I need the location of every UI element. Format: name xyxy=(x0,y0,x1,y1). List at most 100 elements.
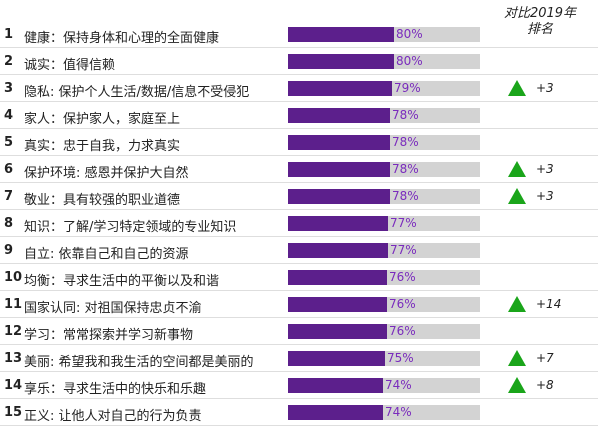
chart-row: 7 敬业：具有较强的职业道德 78% +3 xyxy=(0,183,598,210)
rank-number: 4 xyxy=(4,108,14,123)
up-arrow-icon xyxy=(508,350,526,366)
rank-number: 7 xyxy=(4,189,14,204)
bar-track: 78% xyxy=(288,108,480,123)
rank-number: 3 xyxy=(4,81,14,96)
bar-track: 75% xyxy=(288,351,480,366)
chart-row: 2 诚实：值得信赖 80% xyxy=(0,48,598,75)
category-label: 学习：常常探索并学习新事物 xyxy=(24,328,194,343)
rank-number: 13 xyxy=(4,351,23,366)
chart-row: 4 家人：保护家人，家庭至上 78% xyxy=(0,102,598,129)
chart-row: 13 美丽: 希望我和我生活的空间都是美丽的 75% +7 xyxy=(0,345,598,372)
bar-track: 79% xyxy=(288,81,480,96)
category-label: 真实：忠于自我，力求真实 xyxy=(24,139,181,154)
rank-number: 11 xyxy=(4,297,23,312)
category-label: 美丽: 希望我和我生活的空间都是美丽的 xyxy=(24,355,254,370)
row-divider xyxy=(0,155,598,156)
chart-row: 1 健康：保持身体和心理的全面健康 80% xyxy=(0,21,598,48)
up-arrow-icon xyxy=(508,161,526,177)
chart-row: 12 学习：常常探索并学习新事物 76% xyxy=(0,318,598,345)
bar xyxy=(288,216,388,231)
value-label: 78% xyxy=(392,189,419,203)
bar-track: 78% xyxy=(288,135,480,150)
bar-track: 80% xyxy=(288,27,480,42)
row-divider xyxy=(0,263,598,264)
value-label: 74% xyxy=(385,378,412,392)
bar xyxy=(288,243,388,258)
category-label: 敬业：具有较强的职业道德 xyxy=(24,193,181,208)
bar xyxy=(288,189,390,204)
category-label: 享乐：寻求生活中的快乐和乐趣 xyxy=(24,382,207,397)
category-label: 保护环境: 感恩并保护大自然 xyxy=(24,166,189,181)
bar xyxy=(288,297,387,312)
chart-row: 6 保护环境: 感恩并保护大自然 78% +3 xyxy=(0,156,598,183)
category-label: 隐私: 保护个人生活/数据/信息不受侵犯 xyxy=(24,85,250,100)
rank-number: 14 xyxy=(4,378,23,393)
up-arrow-icon xyxy=(508,188,526,204)
bar xyxy=(288,324,387,339)
value-label: 78% xyxy=(392,135,419,149)
row-divider xyxy=(0,74,598,75)
rank-change: +3 xyxy=(536,189,554,203)
rank-change: +3 xyxy=(536,81,554,95)
up-arrow-icon xyxy=(508,80,526,96)
value-label: 77% xyxy=(390,216,417,230)
value-label: 78% xyxy=(392,162,419,176)
rank-number: 5 xyxy=(4,135,14,150)
bar xyxy=(288,108,390,123)
bar xyxy=(288,162,390,177)
bar xyxy=(288,135,390,150)
rank-number: 12 xyxy=(4,324,23,339)
category-label: 知识：了解/学习特定领域的专业知识 xyxy=(24,220,237,235)
category-label: 均衡：寻求生活中的平衡以及和谐 xyxy=(24,274,220,289)
row-divider xyxy=(0,344,598,345)
bar-track: 77% xyxy=(288,243,480,258)
row-divider xyxy=(0,236,598,237)
row-divider xyxy=(0,128,598,129)
bar xyxy=(288,27,394,42)
chart-row: 11 国家认同: 对祖国保持忠贞不渝 76% +14 xyxy=(0,291,598,318)
value-label: 78% xyxy=(392,108,419,122)
up-arrow-icon xyxy=(508,296,526,312)
bar xyxy=(288,54,394,69)
category-label: 国家认同: 对祖国保持忠贞不渝 xyxy=(24,301,202,316)
value-label: 76% xyxy=(389,297,416,311)
bar-track: 76% xyxy=(288,297,480,312)
bar xyxy=(288,351,385,366)
value-label: 74% xyxy=(385,405,412,419)
bar-track: 74% xyxy=(288,405,480,420)
bar xyxy=(288,378,383,393)
rank-change: +7 xyxy=(536,351,554,365)
row-divider xyxy=(0,317,598,318)
rank-change: +14 xyxy=(536,297,562,311)
bar-track: 74% xyxy=(288,378,480,393)
row-divider xyxy=(0,182,598,183)
bar-track: 76% xyxy=(288,270,480,285)
rank-change: +8 xyxy=(536,378,554,392)
row-divider xyxy=(0,47,598,48)
bar-track: 78% xyxy=(288,189,480,204)
row-divider xyxy=(0,371,598,372)
rank-number: 8 xyxy=(4,216,14,231)
value-label: 76% xyxy=(389,324,416,338)
header-line-2: 排名 xyxy=(526,22,553,37)
bar xyxy=(288,81,392,96)
row-divider xyxy=(0,425,598,426)
category-label: 自立: 依靠自己和自己的资源 xyxy=(24,247,189,262)
rank-number: 2 xyxy=(4,54,14,69)
row-divider xyxy=(0,209,598,210)
value-label: 77% xyxy=(390,243,417,257)
bar-track: 78% xyxy=(288,162,480,177)
header-line-1: 对比2019年 xyxy=(503,6,577,21)
rank-number: 10 xyxy=(4,270,23,285)
value-label: 75% xyxy=(387,351,414,365)
chart-row: 9 自立: 依靠自己和自己的资源 77% xyxy=(0,237,598,264)
rank-number: 9 xyxy=(4,243,14,258)
bar xyxy=(288,270,387,285)
chart-row: 14 享乐：寻求生活中的快乐和乐趣 74% +8 xyxy=(0,372,598,399)
chart-row: 5 真实：忠于自我，力求真实 78% xyxy=(0,129,598,156)
value-label: 80% xyxy=(396,27,423,41)
category-label: 正义: 让他人对自己的行为负责 xyxy=(24,409,202,424)
bar-track: 80% xyxy=(288,54,480,69)
comparison-header: 对比2019年 排名 xyxy=(500,6,580,38)
value-label: 79% xyxy=(394,81,421,95)
